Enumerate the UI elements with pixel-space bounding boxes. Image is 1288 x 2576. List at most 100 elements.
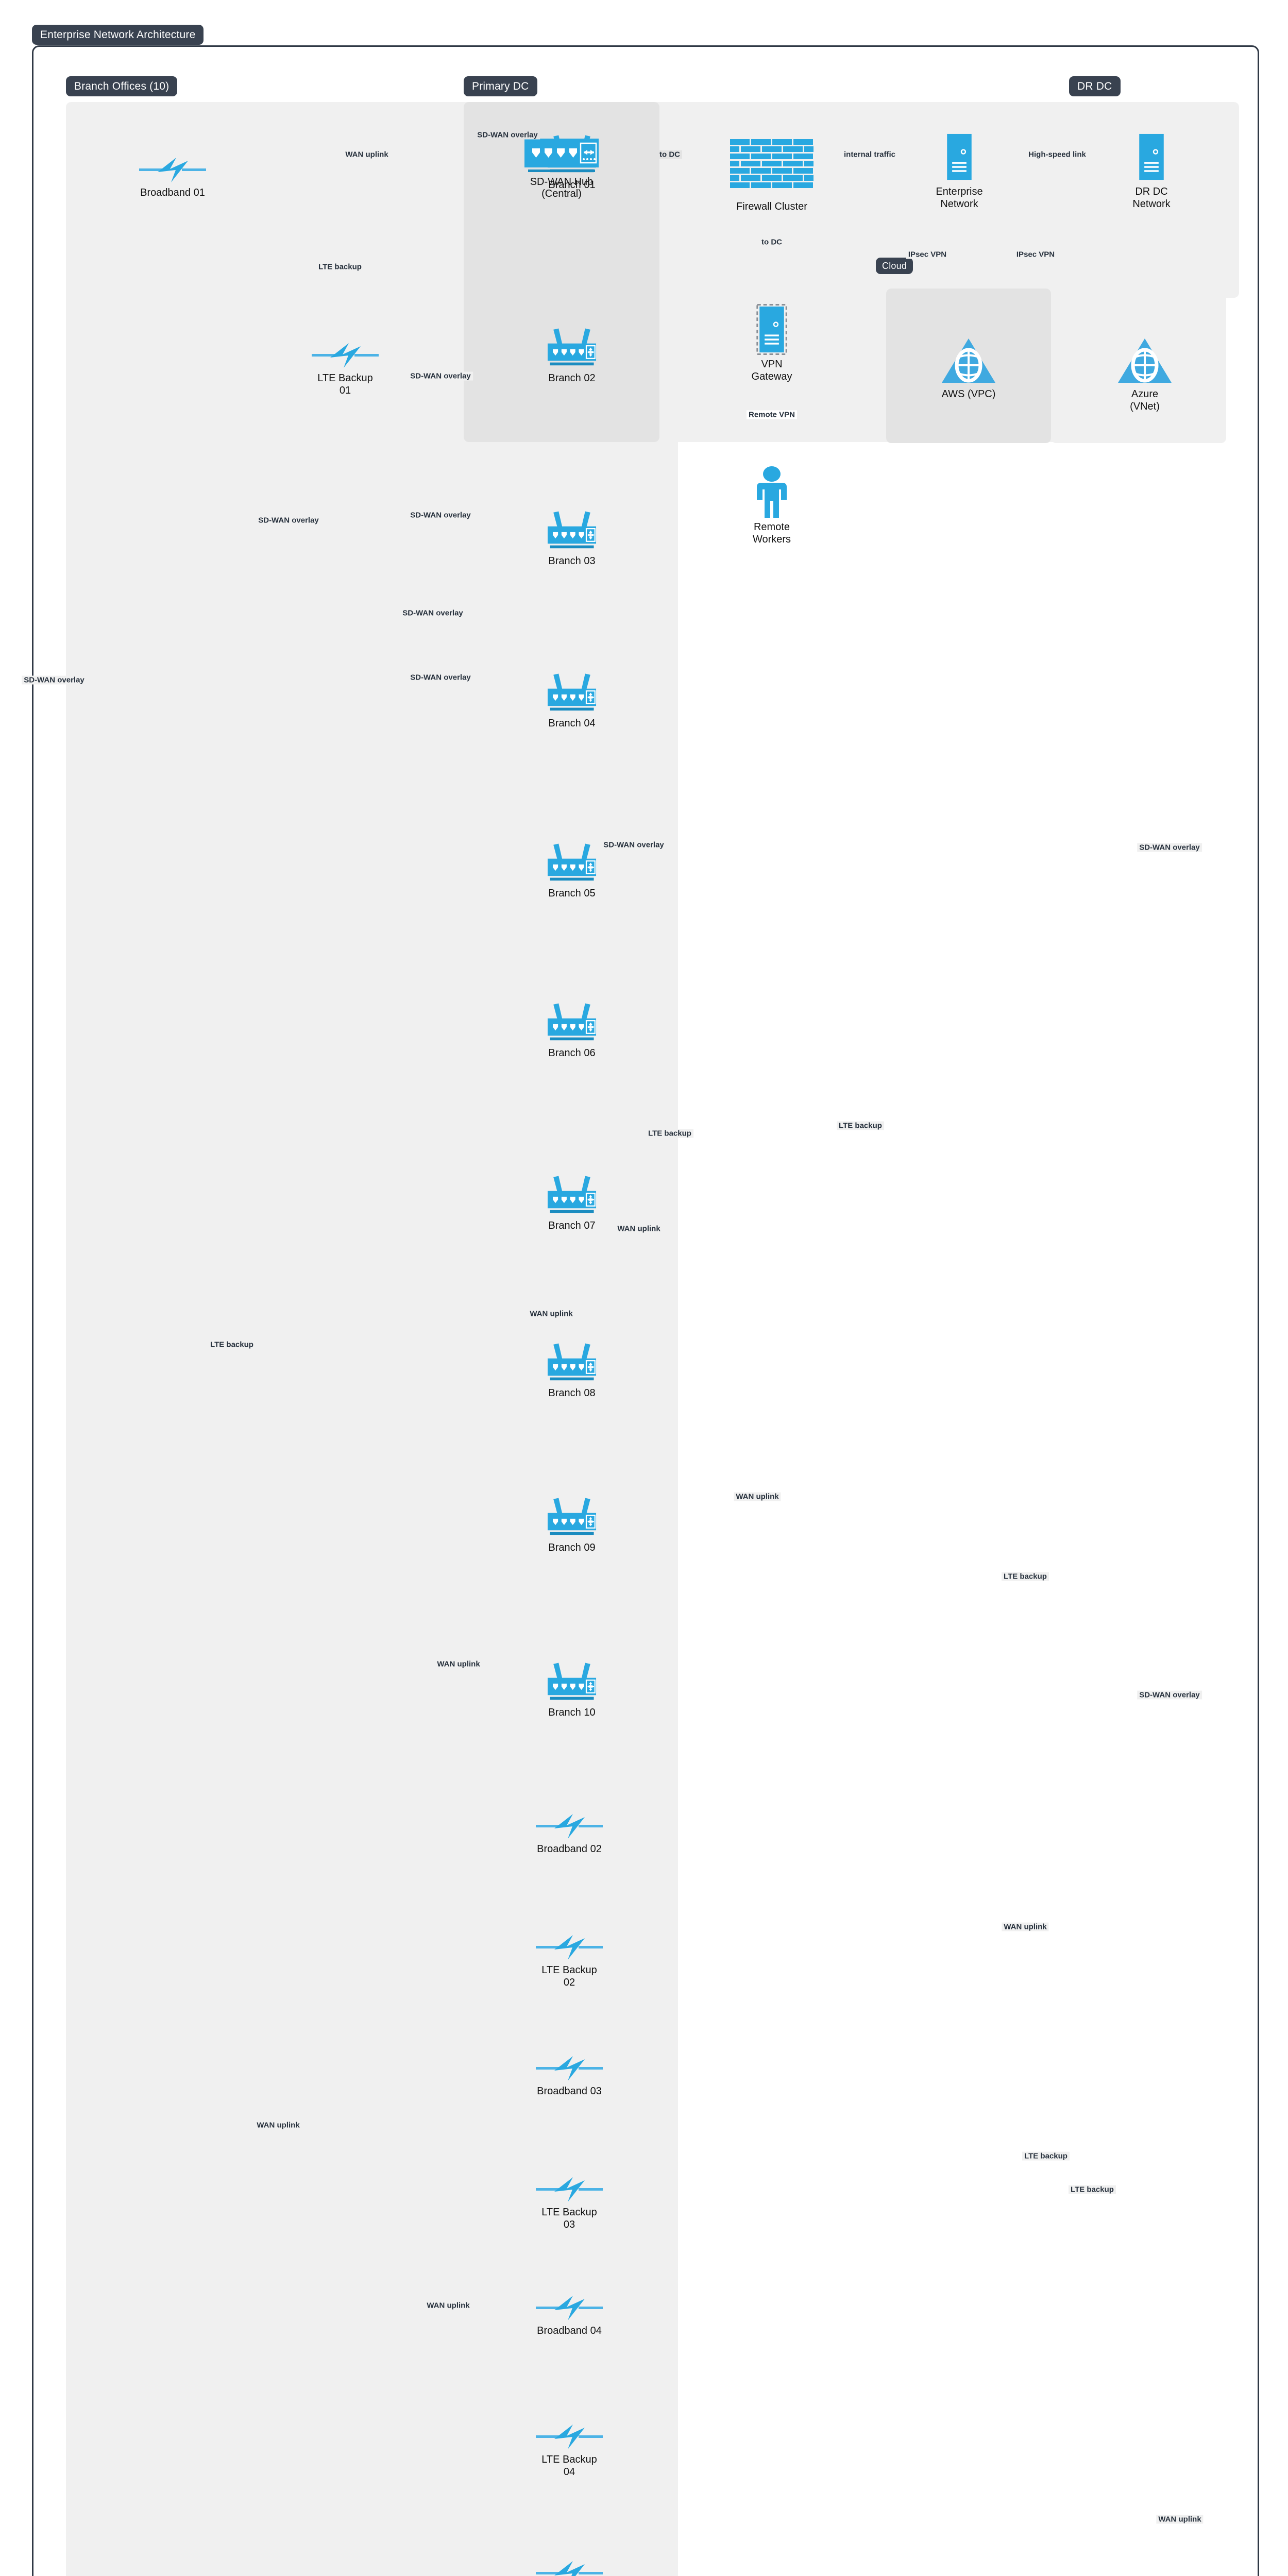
server-icon xyxy=(1139,133,1164,180)
edge-label-to-dc-vpn: to DC xyxy=(759,238,784,247)
zone-label-primary-dc: Primary DC xyxy=(464,76,537,96)
vpn-gateway[interactable]: VPN Gateway xyxy=(752,304,792,383)
edge-label-lte-backup-3: LTE backup xyxy=(646,1129,693,1138)
edge-label-ipsec-vpn-azure: IPsec VPN xyxy=(1014,250,1057,259)
branch-router-7-label: Branch 07 xyxy=(548,1220,596,1231)
branch-router-7[interactable]: Branch 07 xyxy=(543,1174,601,1232)
lte-backup-3[interactable]: LTE Backup 03 xyxy=(536,2176,603,2231)
edge-label-lte-backup-1: LTE backup xyxy=(316,262,364,272)
broadband-5[interactable]: Broadband 05 xyxy=(536,2560,603,2576)
dashed-server-icon xyxy=(756,304,787,355)
branch-router-5-label: Branch 05 xyxy=(548,888,596,899)
sdwan-router-icon xyxy=(547,1498,597,1535)
branch-router-3[interactable]: Branch 03 xyxy=(543,509,601,568)
lte-backup-2[interactable]: LTE Backup 02 xyxy=(536,1934,603,1989)
edge-label-lte-backup-4: LTE backup xyxy=(1002,1572,1049,1581)
user-icon xyxy=(757,466,787,518)
broadband-3[interactable]: Broadband 03 xyxy=(536,2055,603,2098)
edge-label-sdwan-overlay-2: SD-WAN overlay xyxy=(408,371,473,381)
branch-router-10[interactable]: Branch 10 xyxy=(543,1660,601,1719)
edge-label-ipsec-vpn-aws: IPsec VPN xyxy=(906,250,949,259)
wan-link-icon xyxy=(536,2296,603,2320)
aws-vpc-label: AWS (VPC) xyxy=(941,388,996,400)
server-icon xyxy=(947,133,972,180)
edge-label-to-dc: to DC xyxy=(657,150,682,159)
sdwan-hub[interactable]: SD-WAN Hub (Central) xyxy=(523,137,600,200)
vpn-gateway-label: VPN Gateway xyxy=(751,359,792,382)
edge-label-wan-uplink-3: WAN uplink xyxy=(615,1224,663,1233)
broadband-4-label: Broadband 04 xyxy=(537,2325,602,2336)
cloud-region-icon xyxy=(1118,338,1172,383)
lte-backup-4[interactable]: LTE Backup 04 xyxy=(536,2424,603,2478)
edge-label-sdwan-overlay-8: SD-WAN overlay xyxy=(256,516,321,525)
edge-label-sdwan-overlay-10: SD-WAN overlay xyxy=(1137,1690,1202,1700)
broadband-4[interactable]: Broadband 04 xyxy=(536,2295,603,2337)
sdwan-router-icon xyxy=(547,673,597,711)
wan-link-icon xyxy=(536,2561,603,2576)
dr-dc-network-label: DR DC Network xyxy=(1132,186,1171,210)
sdwan-router-icon xyxy=(547,1003,597,1041)
sdwan-router-icon xyxy=(547,1663,597,1700)
branch-router-9-label: Branch 09 xyxy=(548,1542,596,1553)
branch-router-6-label: Branch 06 xyxy=(548,1047,596,1059)
branch-router-8-label: Branch 08 xyxy=(548,1387,596,1399)
branch-router-10-label: Branch 10 xyxy=(548,1707,596,1718)
edge-label-sdwan-overlay-9: SD-WAN overlay xyxy=(400,608,465,618)
zone-label-dr-dc: DR DC xyxy=(1069,76,1121,96)
wan-link-icon xyxy=(536,1935,603,1960)
branch-router-4-label: Branch 04 xyxy=(548,718,596,729)
sdwan-router-icon xyxy=(547,1343,597,1381)
diagram-title: Enterprise Network Architecture xyxy=(32,25,204,45)
branch-router-8[interactable]: Branch 08 xyxy=(543,1341,601,1400)
sdwan-router-icon xyxy=(547,843,597,881)
branch-router-2[interactable]: Branch 02 xyxy=(543,326,601,385)
sdwan-router-icon xyxy=(547,511,597,549)
branch-router-2-label: Branch 02 xyxy=(548,372,596,384)
zone-branch-offices xyxy=(66,102,678,2576)
edge-label-wan-uplink-9: WAN uplink xyxy=(1156,2515,1204,2524)
enterprise-network-label: Enterprise Network xyxy=(936,186,983,210)
branch-router-9[interactable]: Branch 09 xyxy=(543,1496,601,1554)
edge-label-sdwan-overlay-3: SD-WAN overlay xyxy=(408,511,473,520)
wan-link-icon xyxy=(536,2177,603,2202)
cloud-region-icon xyxy=(942,338,995,383)
lte-backup-1-label: LTE Backup 01 xyxy=(317,372,373,396)
edge-label-lte-backup-5: LTE backup xyxy=(208,1340,256,1349)
firewall-brick-icon xyxy=(730,139,814,188)
enterprise-network[interactable]: Enterprise Network xyxy=(936,131,983,210)
sdwan-router-icon xyxy=(547,328,597,366)
edge-label-sdwan-overlay-1: SD-WAN overlay xyxy=(475,130,540,140)
azure-vnet[interactable]: Azure (VNet) xyxy=(1116,336,1173,413)
sdwan-router-icon xyxy=(547,1176,597,1213)
edge-label-remote-vpn: Remote VPN xyxy=(746,410,798,419)
lte-backup-1[interactable]: LTE Backup 01 xyxy=(312,342,379,397)
edge-label-lte-backup-2: LTE backup xyxy=(837,1121,884,1130)
remote-workers[interactable]: Remote Workers xyxy=(753,466,791,546)
dr-dc-network[interactable]: DR DC Network xyxy=(1132,131,1171,210)
branch-router-4[interactable]: Branch 04 xyxy=(543,671,601,730)
edge-label-wan-uplink-6: WAN uplink xyxy=(255,2121,302,2130)
zone-label-cloud: Cloud xyxy=(876,258,913,274)
broadband-2[interactable]: Broadband 02 xyxy=(536,1813,603,1856)
broadband-3-label: Broadband 03 xyxy=(537,2086,602,2097)
wan-link-icon xyxy=(139,158,206,182)
lte-backup-2-label: LTE Backup 02 xyxy=(541,1964,597,1988)
branch-router-1-label: Branch 01 xyxy=(548,179,596,191)
edge-label-sdwan-overlay-4: SD-WAN overlay xyxy=(408,673,473,682)
branch-router-6[interactable]: Branch 06 xyxy=(543,1001,601,1060)
aws-vpc[interactable]: AWS (VPC) xyxy=(940,336,997,401)
broadband-1[interactable]: Broadband 01 xyxy=(139,157,206,199)
edge-label-high-speed-link: High-speed link xyxy=(1026,150,1088,159)
broadband-2-label: Broadband 02 xyxy=(537,1843,602,1855)
branch-router-3-label: Branch 03 xyxy=(548,555,596,567)
edge-label-wan-uplink-2: WAN uplink xyxy=(734,1492,781,1501)
broadband-1-label: Broadband 01 xyxy=(140,187,205,198)
edge-label-wan-uplink-4: WAN uplink xyxy=(435,1659,482,1669)
edge-label-wan-uplink-1: WAN uplink xyxy=(343,150,391,159)
wan-link-icon xyxy=(536,2056,603,2081)
lte-backup-4-label: LTE Backup 04 xyxy=(541,2454,597,2478)
branch-router-5[interactable]: Branch 05 xyxy=(543,841,601,900)
wan-link-icon xyxy=(536,1814,603,1839)
azure-vnet-label: Azure (VNet) xyxy=(1130,388,1160,412)
firewall-cluster[interactable]: Firewall Cluster xyxy=(730,131,814,213)
